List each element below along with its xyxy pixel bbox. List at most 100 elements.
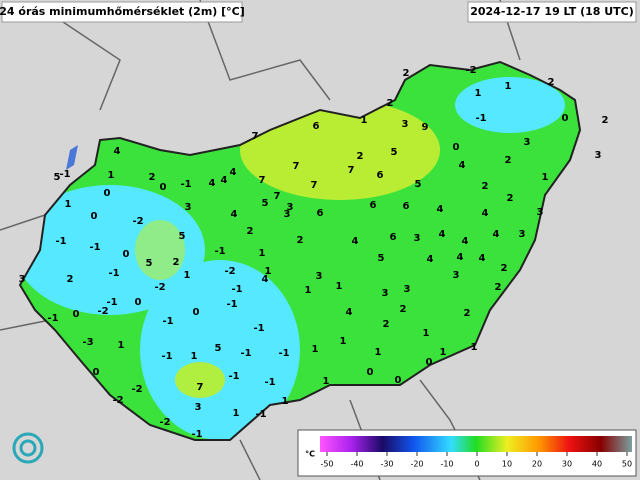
station-value: -1 bbox=[231, 284, 242, 295]
station-value: 1 bbox=[423, 328, 430, 339]
colorbar-tick-label: -30 bbox=[380, 460, 393, 469]
station-value: 1 bbox=[259, 248, 266, 259]
station-value: 3 bbox=[524, 137, 531, 148]
colorbar-unit: °C bbox=[305, 450, 315, 459]
station-value: 2 bbox=[383, 319, 390, 330]
station-value: 7 bbox=[259, 175, 266, 186]
station-value: 1 bbox=[118, 340, 125, 351]
station-value: 0 bbox=[123, 249, 130, 260]
station-value: -2 bbox=[97, 306, 108, 317]
colorbar-tick-label: 0 bbox=[474, 460, 479, 469]
station-value: -2 bbox=[224, 266, 235, 277]
station-value: 3 bbox=[382, 288, 389, 299]
station-value: 5 bbox=[378, 253, 385, 264]
title: 24 órás minimumhőmérséklet (2m) [°C] bbox=[0, 5, 245, 18]
station-value: 4 bbox=[209, 178, 216, 189]
station-value: -2 bbox=[154, 282, 165, 293]
station-value: -1 bbox=[255, 409, 266, 420]
station-value: -2 bbox=[131, 384, 142, 395]
station-value: 4 bbox=[439, 229, 446, 240]
station-value: -1 bbox=[108, 268, 119, 279]
station-value: 2 bbox=[149, 172, 156, 183]
station-value: 5 bbox=[215, 343, 222, 354]
station-value: 7 bbox=[252, 131, 259, 142]
station-value: -1 bbox=[47, 313, 58, 324]
station-value: 4 bbox=[231, 209, 238, 220]
station-value: 2 bbox=[507, 193, 514, 204]
station-value: -1 bbox=[475, 113, 486, 124]
station-value: 0 bbox=[91, 211, 98, 222]
station-value: 3 bbox=[195, 402, 202, 413]
station-value: 2 bbox=[505, 155, 512, 166]
station-value: 0 bbox=[453, 142, 460, 153]
station-value: 1 bbox=[265, 266, 272, 277]
station-value: -1 bbox=[89, 242, 100, 253]
station-value: 3 bbox=[19, 274, 26, 285]
station-value: 3 bbox=[404, 284, 411, 295]
station-value: 1 bbox=[505, 81, 512, 92]
station-value: 9 bbox=[422, 122, 429, 133]
colorbar bbox=[320, 436, 632, 452]
station-value: 3 bbox=[316, 271, 323, 282]
station-value: -1 bbox=[59, 169, 70, 180]
station-value: 6 bbox=[403, 201, 410, 212]
station-value: 4 bbox=[352, 236, 359, 247]
station-value: 0 bbox=[562, 113, 569, 124]
station-value: 3 bbox=[414, 233, 421, 244]
station-value: 5 bbox=[262, 198, 269, 209]
station-value: 1 bbox=[233, 408, 240, 419]
station-value: 2 bbox=[247, 226, 254, 237]
station-value: 4 bbox=[462, 236, 469, 247]
station-value: 5 bbox=[415, 179, 422, 190]
station-value: 0 bbox=[367, 367, 374, 378]
station-value: 4 bbox=[221, 175, 228, 186]
station-value: -1 bbox=[240, 348, 251, 359]
station-value: -1 bbox=[253, 323, 264, 334]
station-value: 4 bbox=[437, 204, 444, 215]
station-value: 1 bbox=[340, 336, 347, 347]
station-value: -1 bbox=[226, 299, 237, 310]
station-value: 0 bbox=[73, 309, 80, 320]
station-value: 4 bbox=[114, 146, 121, 157]
station-value: 1 bbox=[108, 170, 115, 181]
station-value: 5 bbox=[54, 172, 61, 183]
station-value: 5 bbox=[179, 231, 186, 242]
station-value: 2 bbox=[548, 77, 555, 88]
station-value: 2 bbox=[173, 257, 180, 268]
station-value: 0 bbox=[395, 375, 402, 386]
station-value: 0 bbox=[104, 188, 111, 199]
colorbar-tick-label: 50 bbox=[622, 460, 632, 469]
station-value: 0 bbox=[426, 357, 433, 368]
colorbar-tick-label: -50 bbox=[320, 460, 333, 469]
station-value: -2 bbox=[112, 395, 123, 406]
station-value: 2 bbox=[464, 308, 471, 319]
station-value: 2 bbox=[495, 282, 502, 293]
station-value: 3 bbox=[519, 229, 526, 240]
station-value: 2 bbox=[297, 235, 304, 246]
station-value: 3 bbox=[595, 150, 602, 161]
station-value: 3 bbox=[287, 202, 294, 213]
station-value: 4 bbox=[493, 229, 500, 240]
station-value: 7 bbox=[274, 191, 281, 202]
station-value: -1 bbox=[278, 348, 289, 359]
station-value: 1 bbox=[361, 115, 368, 126]
lake bbox=[66, 145, 78, 170]
station-value: -1 bbox=[161, 351, 172, 362]
station-value: 1 bbox=[542, 172, 549, 183]
station-value: -1 bbox=[228, 371, 239, 382]
station-value: 4 bbox=[346, 307, 353, 318]
station-value: 7 bbox=[348, 165, 355, 176]
logo bbox=[12, 432, 44, 464]
colorbar-tick-label: 30 bbox=[562, 460, 572, 469]
station-value: -1 bbox=[264, 377, 275, 388]
station-value: 2 bbox=[482, 181, 489, 192]
station-value: -1 bbox=[214, 246, 225, 257]
station-value: 1 bbox=[375, 347, 382, 358]
station-value: -2 bbox=[465, 65, 476, 76]
station-value: 1 bbox=[305, 285, 312, 296]
station-value: 4 bbox=[427, 254, 434, 265]
station-value: 4 bbox=[479, 253, 486, 264]
station-value: 6 bbox=[377, 170, 384, 181]
